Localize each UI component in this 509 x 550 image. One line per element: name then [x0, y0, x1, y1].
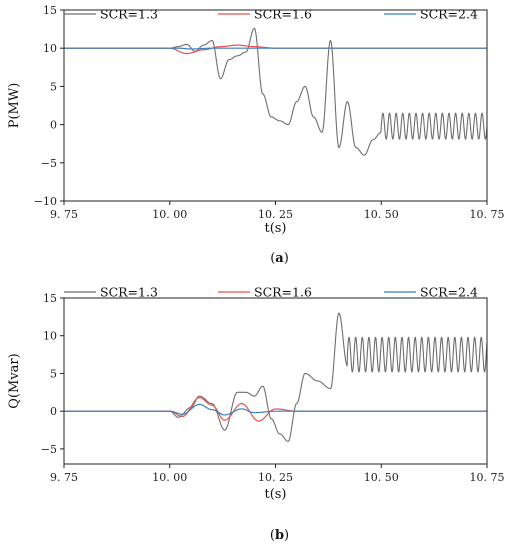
- x-tick-label: 10. 00: [152, 471, 187, 484]
- caption-close: ): [284, 528, 289, 543]
- y-axis-label: Q(Mvar): [7, 353, 22, 408]
- caption-letter: a: [275, 251, 284, 266]
- y-tick-label: 5: [50, 80, 57, 93]
- series-line-SCR=1.6: [64, 397, 487, 422]
- panel-caption: (b): [270, 528, 289, 543]
- y-tick-label: 0: [50, 119, 57, 132]
- y-tick-label: 0: [50, 405, 57, 418]
- plot-frame: [63, 297, 488, 465]
- legend-label: SCR=1.3: [100, 285, 158, 300]
- y-tick-label: 15: [43, 292, 57, 305]
- series-line-SCR=1.6: [64, 44, 487, 55]
- legend-label: SCR=1.3: [100, 7, 158, 22]
- x-tick-label: 9. 75: [50, 208, 78, 221]
- legend-label: SCR=2.4: [420, 7, 478, 22]
- x-tick-label: 10. 00: [152, 208, 187, 221]
- y-tick-label: −5: [41, 443, 57, 456]
- x-tick-label: 10. 75: [470, 208, 505, 221]
- y-tick-label: 15: [43, 4, 57, 17]
- caption-open: (: [270, 251, 275, 266]
- legend-label: SCR=1.6: [254, 285, 312, 300]
- series-line-SCR=1.3: [64, 312, 487, 442]
- series-line-SCR=2.4: [64, 403, 487, 416]
- x-axis-label: t(s): [264, 487, 286, 502]
- legend-label: SCR=2.4: [420, 285, 478, 300]
- x-axis-label: t(s): [264, 221, 286, 236]
- x-tick-label: 10. 50: [364, 208, 399, 221]
- plot-frame: [63, 9, 488, 202]
- y-tick-label: −10: [34, 195, 57, 208]
- caption-open: (: [270, 528, 275, 543]
- series-line-SCR=2.4: [64, 47, 487, 50]
- y-tick-label: 10: [43, 330, 57, 343]
- y-tick-label: 10: [43, 42, 57, 55]
- chart-panel-a: 9. 75 10. 00 10. 25 10. 50 10. 75 −10 −5 0 5 10 15…: [7, 4, 505, 266]
- y-tick-label: 5: [50, 367, 57, 380]
- series-line-SCR=1.3: [64, 27, 487, 156]
- x-tick-label: 10. 25: [258, 208, 293, 221]
- series-group: [64, 27, 487, 156]
- panel-caption: (a): [270, 251, 289, 266]
- y-tick-label: −5: [41, 157, 57, 170]
- series-group: [64, 312, 487, 442]
- x-tick-label: 10. 75: [470, 471, 505, 484]
- chart-panel-b: 9. 75 10. 00 10. 25 10. 50 10. 75 −5 0 5 10 15 t(s…: [7, 285, 505, 544]
- y-axis-label: P(MW): [7, 83, 22, 129]
- caption-close: ): [284, 251, 289, 266]
- x-tick-label: 10. 50: [364, 471, 399, 484]
- x-tick-label: 10. 25: [258, 471, 293, 484]
- legend-label: SCR=1.6: [254, 7, 312, 22]
- caption-letter: b: [275, 528, 284, 543]
- x-tick-label: 9. 75: [50, 471, 78, 484]
